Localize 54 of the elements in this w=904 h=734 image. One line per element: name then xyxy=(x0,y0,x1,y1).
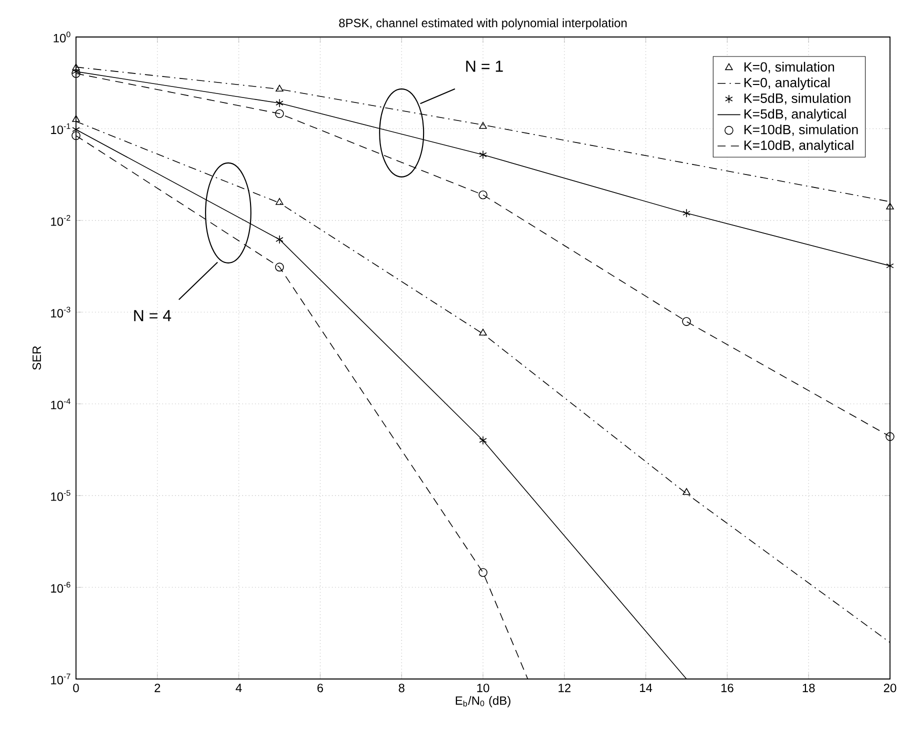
x-tick-label: 6 xyxy=(317,684,324,692)
legend-label: K=0, simulation xyxy=(744,62,834,74)
point xyxy=(72,64,80,70)
point xyxy=(276,198,284,205)
y-tick-label: 10$^{-2}$ xyxy=(51,215,70,226)
x-tick-label: 16 xyxy=(721,684,734,692)
y-tick-label: 10$^{0}$ xyxy=(54,32,70,42)
x-tick-label: 2 xyxy=(154,684,160,692)
x-tick-label: 18 xyxy=(802,684,815,692)
y-tick-label: 10$^{-6}$ xyxy=(51,582,70,593)
point xyxy=(886,261,894,270)
point xyxy=(886,202,894,210)
point xyxy=(478,568,488,577)
point xyxy=(479,150,487,160)
x-tick-label: 12 xyxy=(558,684,570,692)
x-axis-title: E$_{b}$/N$_{0}$ (dB) xyxy=(456,696,510,708)
x-tick-label: 4 xyxy=(236,684,242,692)
point xyxy=(682,317,691,326)
legend-label: K=5dB, simulation xyxy=(744,93,850,105)
point xyxy=(275,109,284,118)
legend-label: K=10dB, analytical xyxy=(744,140,854,153)
point xyxy=(682,488,690,495)
x-tick-label: 0 xyxy=(73,684,79,692)
point xyxy=(275,262,284,272)
x-tick-label: 10 xyxy=(477,684,490,692)
point xyxy=(72,131,80,140)
point xyxy=(682,208,690,218)
point xyxy=(72,69,80,78)
point xyxy=(72,115,80,122)
chart-title: 8PSK, channel estimated with polynomial interpolation xyxy=(339,18,627,30)
point xyxy=(479,436,487,445)
x-tick-label: 14 xyxy=(640,684,652,692)
point xyxy=(886,432,894,441)
point xyxy=(479,122,487,129)
x-tick-label: 20 xyxy=(884,684,896,692)
point xyxy=(276,98,284,108)
legend-label: K=0, analytical xyxy=(744,78,830,90)
y-tick-label: 10$^{-4}$ xyxy=(51,398,70,410)
legend-label: K=5dB, analytical xyxy=(744,108,846,122)
point xyxy=(478,190,488,200)
point xyxy=(276,84,284,92)
legend-label: K=10dB, simulation xyxy=(744,124,858,136)
y-axis-title: SER xyxy=(32,346,42,370)
annotation: N = 1 xyxy=(466,60,503,72)
x-tick-label: 8 xyxy=(398,684,404,692)
point xyxy=(72,125,80,134)
point xyxy=(276,235,284,244)
y-tick-label: 10$^{-1}$ xyxy=(51,123,70,134)
y-tick-label: 10$^{-7}$ xyxy=(51,674,70,684)
y-tick-label: 10$^{-3}$ xyxy=(51,306,70,318)
annotation: N = 4 xyxy=(134,310,172,322)
point xyxy=(72,67,80,76)
y-tick-label: 10$^{-5}$ xyxy=(51,490,70,501)
point xyxy=(479,328,487,336)
